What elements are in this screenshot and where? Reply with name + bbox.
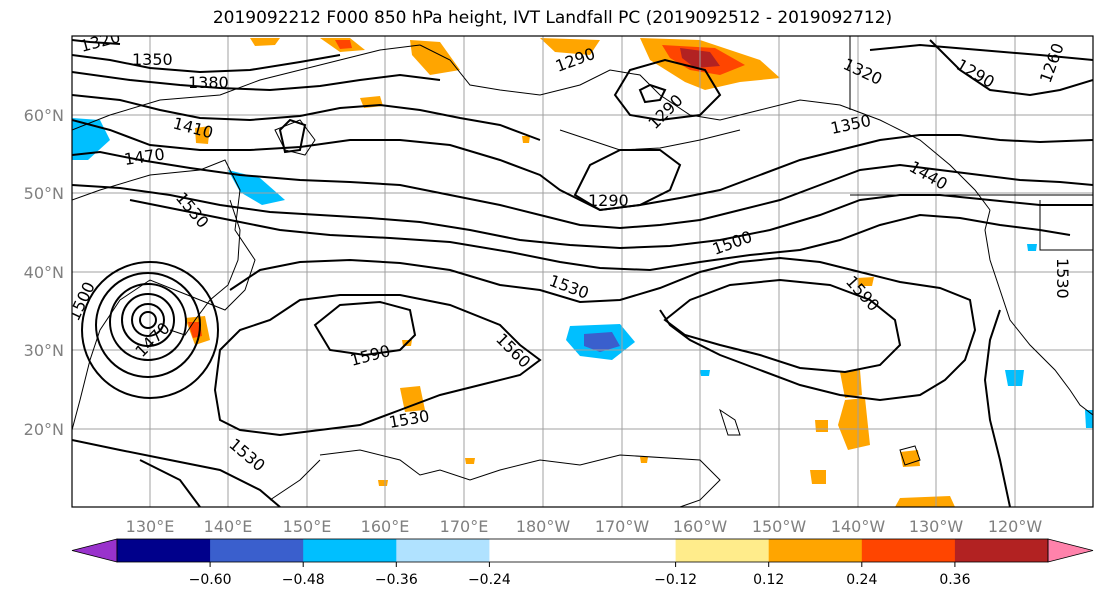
lat-label: 50°N	[24, 184, 64, 203]
lon-label: 170°W	[595, 517, 650, 536]
colorbar-cell	[117, 539, 211, 562]
lat-label: 60°N	[24, 106, 64, 125]
lon-label: 150°E	[283, 517, 332, 536]
colorbar-extend-low	[71, 538, 118, 563]
coastlines	[72, 36, 1093, 507]
colorbar-ticks: −0.60 −0.48 −0.36 −0.24 −0.12 0.12 0.24 0.36	[189, 562, 971, 588]
colorbar-cell	[768, 539, 863, 562]
colorbar-tick-label: −0.12	[654, 572, 697, 588]
colorbar-cell	[675, 539, 770, 562]
colorbar-tick-label: −0.48	[282, 572, 325, 588]
lon-label: 120°W	[988, 517, 1043, 536]
longitude-labels: 130°E 140°E 150°E 160°E 170°E 180°W 170°…	[126, 517, 1043, 536]
lon-label: 150°W	[752, 517, 807, 536]
lon-label: 160°W	[673, 517, 728, 536]
colorbar-tick-label: 0.12	[753, 572, 784, 588]
lat-label: 40°N	[24, 263, 64, 282]
lon-label: 160°E	[361, 517, 410, 536]
contour-label: 1530	[1053, 258, 1072, 299]
colorbar-cell	[582, 539, 677, 562]
colorbar-cell	[210, 539, 304, 562]
colorbar-tick-label: 0.36	[939, 572, 970, 588]
map-border	[71, 35, 1094, 508]
colorbar-tick-label: −0.60	[189, 572, 232, 588]
lat-label: 20°N	[24, 420, 64, 439]
lon-label: 170°E	[440, 517, 489, 536]
colorbar-cell	[303, 539, 397, 562]
ivt-shading	[72, 38, 1093, 507]
latitude-labels: 60°N 50°N 40°N 30°N 20°N	[24, 106, 64, 439]
colorbar-tick-label: −0.36	[375, 572, 418, 588]
colorbar-outline	[116, 538, 1049, 563]
lon-label: 130°W	[909, 517, 964, 536]
contour-label: 1290	[588, 191, 629, 210]
lon-label: 180°W	[516, 517, 571, 536]
colorbar-extend-high	[1047, 538, 1094, 563]
colorbar-cell	[861, 539, 956, 562]
colorbar-cell	[489, 539, 583, 562]
contour-label: 1380	[188, 73, 229, 92]
colorbar-cell	[954, 539, 1049, 562]
contour-label: 1350	[132, 50, 173, 69]
colorbar-cell	[396, 539, 490, 562]
map-title: 2019092212 F000 850 hPa height, IVT Land…	[212, 8, 893, 28]
height-contours	[72, 39, 1093, 507]
colorbar-cells	[71, 538, 1094, 563]
colorbar-tick-label: −0.24	[468, 572, 511, 588]
colorbar-tick-label: 0.24	[846, 572, 877, 588]
lon-label: 140°W	[831, 517, 886, 536]
lat-label: 30°N	[24, 341, 64, 360]
lon-label: 140°E	[204, 517, 253, 536]
lon-label: 130°E	[126, 517, 175, 536]
colorbar: −0.60 −0.48 −0.36 −0.24 −0.12 0.12 0.24 0.36	[71, 538, 1094, 588]
